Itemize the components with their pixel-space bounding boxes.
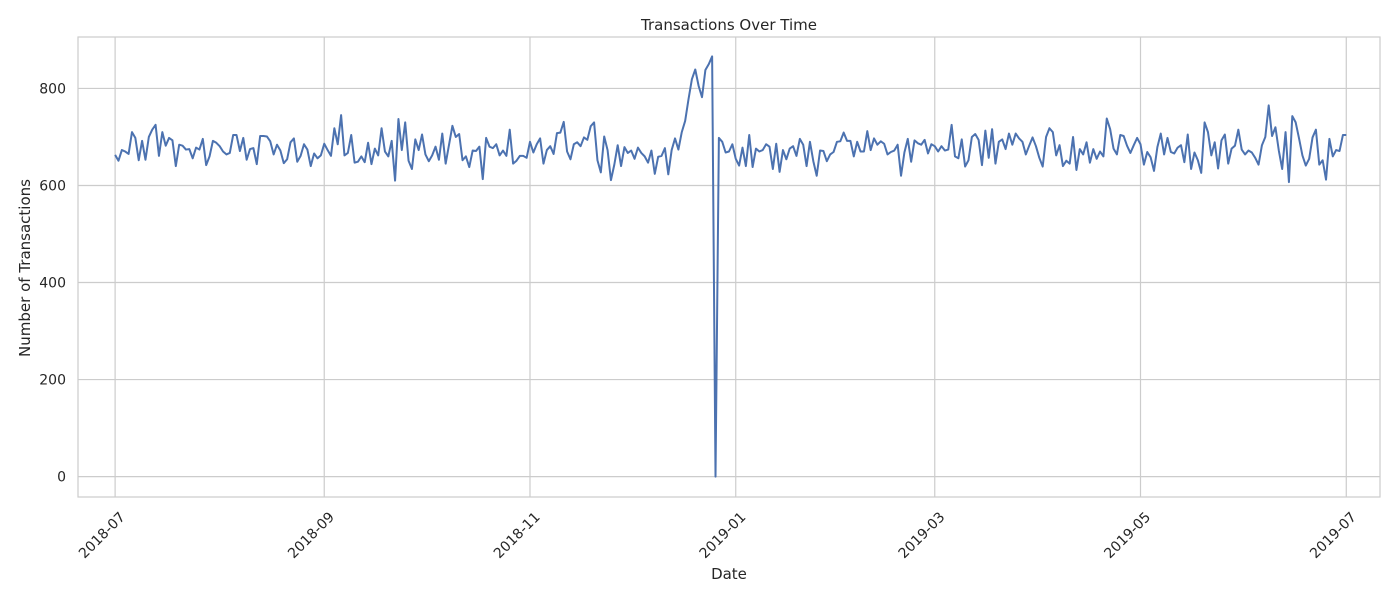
plot-area-frame (77, 36, 1381, 498)
y-tick-label: 400 (39, 276, 66, 292)
x-axis-label: Date (711, 565, 747, 583)
y-tick-label: 600 (39, 178, 66, 194)
series-layer (114, 55, 1347, 478)
y-tick-label: 200 (39, 373, 66, 389)
chart-title: Transactions Over Time (640, 16, 817, 34)
y-tick-label: 0 (57, 470, 66, 486)
y-tick-label: 800 (39, 81, 66, 97)
y-tick-labels: 0 200 400 600 800 (39, 81, 66, 485)
grid-layer (78, 37, 1380, 497)
transactions-series-line (114, 55, 1347, 478)
y-axis-label: Number of Transactions (16, 179, 34, 357)
